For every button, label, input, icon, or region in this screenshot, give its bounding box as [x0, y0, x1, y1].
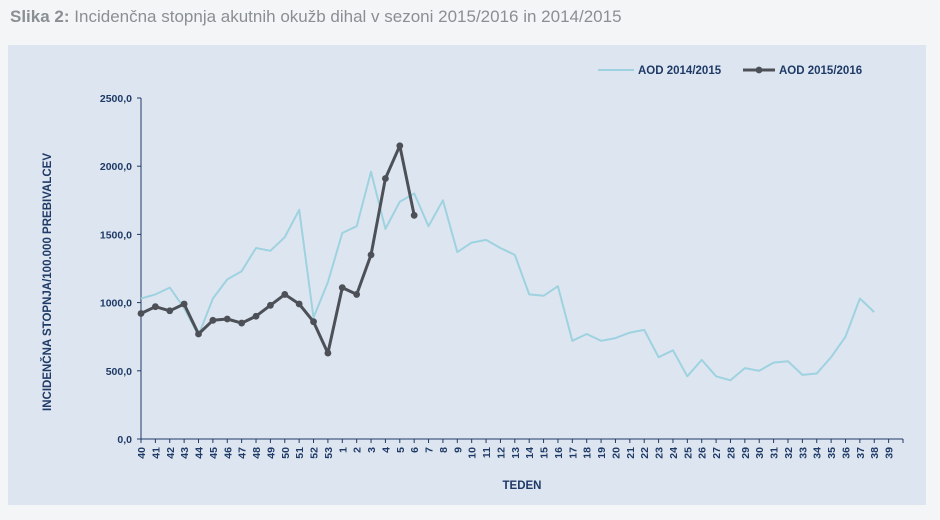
data-point — [338, 284, 346, 291]
data-point — [382, 175, 389, 182]
data-point — [353, 291, 361, 298]
data-point — [252, 312, 260, 320]
x-tick-label: 30 — [754, 447, 766, 459]
x-tick-label: 21 — [625, 447, 637, 459]
x-tick-label: 38 — [869, 447, 881, 459]
x-tick-label: 7 — [424, 447, 436, 453]
x-tick-label: 27 — [711, 447, 723, 459]
data-point — [137, 310, 145, 317]
y-axis-title: INCIDENČNA STOPNJA/100.000 PREBIVALCEV — [41, 153, 54, 411]
x-tick-label: 36 — [840, 447, 852, 459]
x-tick-label: 34 — [812, 447, 824, 459]
x-tick-label: 48 — [251, 447, 263, 459]
x-tick-label: 41 — [150, 447, 162, 459]
x-tick-label: 47 — [237, 447, 249, 459]
x-tick-label: 29 — [740, 447, 752, 459]
data-point — [396, 142, 404, 150]
data-point — [180, 300, 188, 308]
x-tick-label: 44 — [194, 447, 206, 459]
x-tick-label: 9 — [452, 447, 464, 453]
x-tick-label: 52 — [309, 447, 321, 459]
chart-panel — [8, 45, 926, 505]
x-tick-label: 39 — [884, 447, 896, 459]
x-tick-label: 11 — [481, 447, 493, 458]
x-tick-label: 13 — [510, 447, 522, 459]
x-tick-label: 22 — [639, 447, 651, 459]
x-tick-label: 32 — [783, 447, 795, 459]
x-axis-title: TEDEN — [503, 480, 542, 492]
x-tick-label: 50 — [280, 447, 292, 459]
x-tick-label: 42 — [165, 447, 177, 459]
x-tick-label: 5 — [395, 447, 407, 453]
x-tick-label: 8 — [438, 447, 450, 453]
data-point — [195, 330, 202, 338]
x-tick-label: 26 — [697, 447, 709, 459]
x-tick-label: 16 — [553, 447, 565, 459]
x-tick-label: 23 — [654, 447, 666, 459]
legend-marker-2015-2016 — [755, 66, 763, 74]
data-point — [166, 307, 174, 315]
caption-text: Incidenčna stopnja akutnih okužb dihal v… — [74, 7, 622, 26]
x-tick-label: 28 — [725, 447, 737, 459]
legend-label-2015-2016: AOD 2015/2016 — [779, 65, 862, 77]
y-tick-label: 2500,0 — [100, 93, 132, 105]
x-tick-label: 24 — [668, 447, 680, 459]
data-point — [151, 303, 159, 311]
legend-label-2014-2015: AOD 2014/2015 — [638, 65, 722, 77]
x-tick-label: 43 — [179, 447, 191, 459]
data-point — [281, 291, 289, 298]
data-point — [238, 319, 246, 327]
x-tick-label: 6 — [409, 447, 421, 453]
data-point — [295, 300, 303, 308]
x-tick-label: 17 — [567, 447, 579, 459]
data-point — [324, 349, 332, 357]
y-tick-label: 500,0 — [106, 366, 132, 378]
x-tick-label: 25 — [682, 447, 694, 459]
x-tick-label: 40 — [136, 447, 148, 459]
data-point — [310, 318, 317, 326]
x-tick-label: 45 — [208, 447, 220, 459]
x-tick-label: 20 — [610, 447, 622, 459]
x-tick-label: 49 — [265, 447, 277, 459]
x-tick-label: 2 — [352, 447, 364, 453]
x-tick-label: 14 — [524, 447, 536, 459]
x-tick-label: 51 — [294, 447, 306, 459]
y-tick-label: 1000,0 — [100, 298, 132, 310]
x-tick-label: 53 — [323, 447, 335, 459]
y-tick-label: 2000,0 — [100, 161, 132, 173]
x-tick-label: 15 — [539, 447, 551, 459]
x-tick-label: 46 — [222, 447, 234, 459]
y-tick-label: 0,0 — [117, 434, 132, 446]
data-point — [266, 301, 274, 309]
x-tick-label: 33 — [797, 447, 809, 459]
data-point — [410, 211, 418, 219]
x-tick-label: 1 — [337, 447, 349, 453]
x-tick-label: 4 — [380, 447, 392, 453]
x-tick-label: 31 — [769, 447, 781, 459]
y-tick-label: 1500,0 — [100, 229, 132, 241]
data-point — [367, 251, 375, 259]
caption-lead: Slika 2: — [10, 7, 70, 26]
series-line-2015-2016 — [140, 144, 416, 355]
x-tick-label: 37 — [855, 447, 867, 459]
x-tick-label: 3 — [366, 447, 378, 453]
data-point — [209, 316, 217, 324]
series-line-2014-2015 — [140, 170, 875, 382]
figure-caption: Slika 2: Incidenčna stopnja akutnih okuž… — [10, 7, 622, 27]
x-tick-label: 19 — [596, 447, 608, 459]
x-tick-label: 12 — [495, 447, 507, 459]
data-point — [223, 315, 231, 323]
x-tick-label: 18 — [582, 447, 594, 459]
x-tick-label: 35 — [826, 447, 838, 459]
x-tick-label: 10 — [467, 447, 479, 459]
